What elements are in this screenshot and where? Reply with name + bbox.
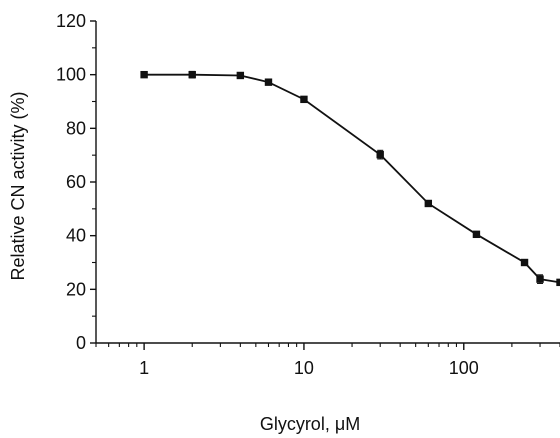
y-tick-label: 40 (66, 226, 86, 246)
data-point (472, 230, 481, 239)
y-tick-label: 60 (66, 172, 86, 192)
data-point (188, 70, 196, 79)
y-tick-label: 20 (66, 279, 86, 299)
data-point (236, 71, 245, 80)
y-tick-label: 80 (66, 118, 86, 138)
x-tick-label: 100 (449, 358, 479, 378)
y-tick-label: 0 (76, 333, 86, 353)
series-layer (140, 70, 560, 287)
y-tick-label: 100 (56, 65, 86, 85)
data-point (556, 278, 560, 287)
x-axis-title: Glycyrol, μM (260, 414, 360, 434)
y-axis-title: Relative CN activity (%) (8, 91, 28, 280)
x-tick-label: 1 (139, 358, 149, 378)
x-tick-label: 10 (294, 358, 314, 378)
y-tick-label: 120 (56, 11, 86, 31)
data-point (264, 78, 273, 86)
data-point (376, 150, 384, 159)
series-line (144, 73, 560, 284)
data-point (140, 70, 148, 79)
data-point (536, 275, 544, 283)
data-point (300, 95, 308, 104)
data-point (520, 258, 529, 267)
data-point (424, 199, 433, 208)
